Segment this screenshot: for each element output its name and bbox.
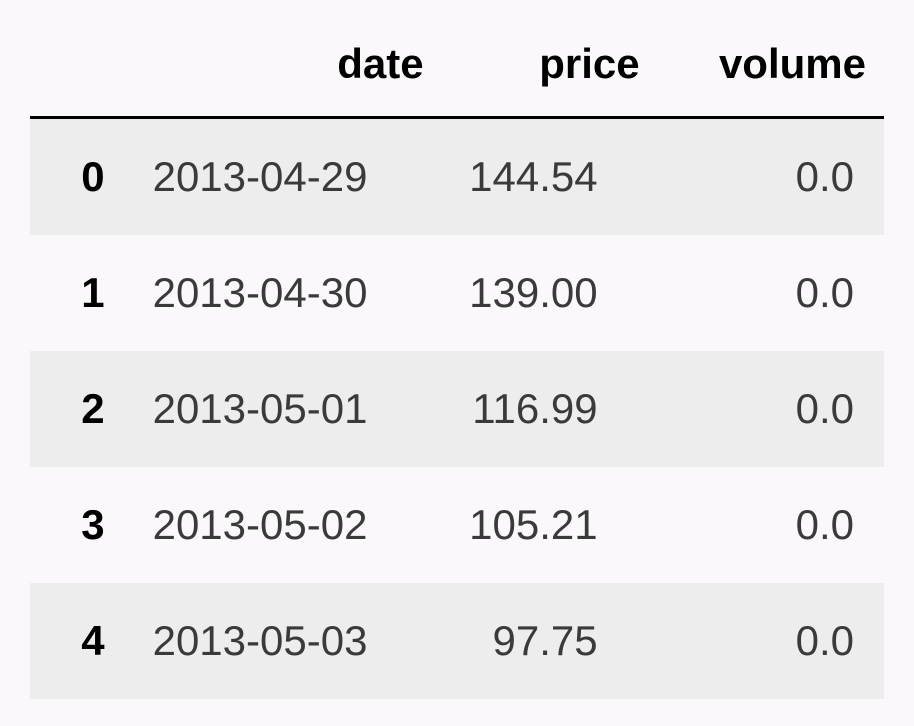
table-header: date price volume: [30, 20, 884, 118]
cell-index: 1: [30, 235, 123, 351]
header-index: [30, 20, 123, 118]
header-row: date price volume: [30, 20, 884, 118]
cell-volume: 0.0: [658, 583, 884, 699]
table-row: 2 2013-05-01 116.99 0.0: [30, 351, 884, 467]
data-table: date price volume 0 2013-04-29 144.54 0.…: [30, 20, 884, 699]
table-body: 0 2013-04-29 144.54 0.0 1 2013-04-30 139…: [30, 118, 884, 700]
cell-volume: 0.0: [658, 467, 884, 583]
cell-price: 97.75: [442, 583, 658, 699]
header-price: price: [442, 20, 658, 118]
cell-index: 2: [30, 351, 123, 467]
header-date: date: [123, 20, 442, 118]
cell-price: 139.00: [442, 235, 658, 351]
cell-date: 2013-04-29: [123, 118, 442, 236]
cell-price: 105.21: [442, 467, 658, 583]
cell-date: 2013-05-01: [123, 351, 442, 467]
table-row: 1 2013-04-30 139.00 0.0: [30, 235, 884, 351]
table-row: 4 2013-05-03 97.75 0.0: [30, 583, 884, 699]
cell-date: 2013-05-03: [123, 583, 442, 699]
cell-volume: 0.0: [658, 118, 884, 236]
cell-date: 2013-05-02: [123, 467, 442, 583]
cell-date: 2013-04-30: [123, 235, 442, 351]
cell-volume: 0.0: [658, 235, 884, 351]
table-row: 3 2013-05-02 105.21 0.0: [30, 467, 884, 583]
cell-price: 144.54: [442, 118, 658, 236]
header-volume: volume: [658, 20, 884, 118]
cell-volume: 0.0: [658, 351, 884, 467]
cell-index: 3: [30, 467, 123, 583]
table-row: 0 2013-04-29 144.54 0.0: [30, 118, 884, 236]
cell-index: 4: [30, 583, 123, 699]
cell-price: 116.99: [442, 351, 658, 467]
cell-index: 0: [30, 118, 123, 236]
